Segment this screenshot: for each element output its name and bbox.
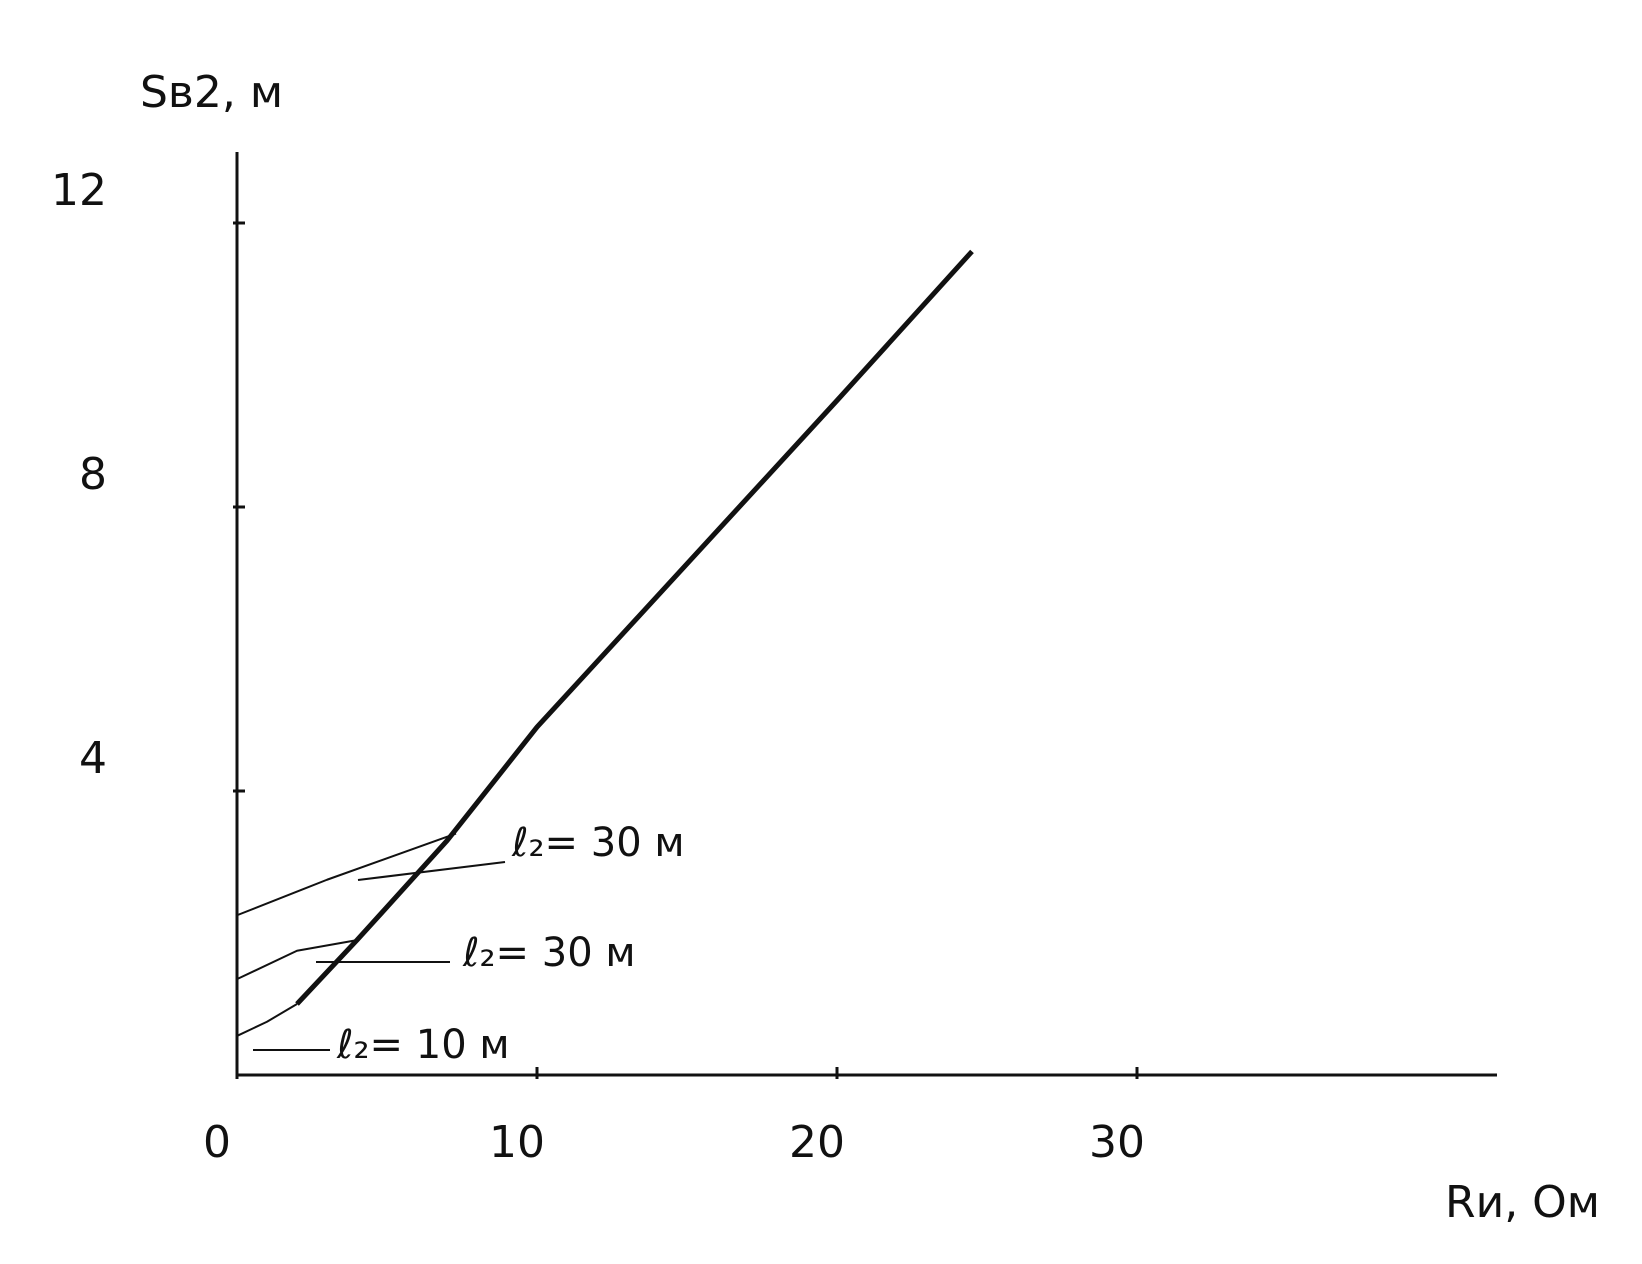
- y-tick-label: 8: [79, 449, 107, 500]
- data-line: [236, 832, 457, 917]
- series-label: ℓ₂= 30 м: [462, 930, 636, 976]
- x-tick-label: 0: [203, 1117, 231, 1168]
- data-line: [295, 249, 974, 1006]
- series-label: ℓ₂= 30 м: [511, 820, 685, 866]
- y-tick-label: 12: [51, 165, 107, 216]
- series-label: ℓ₂= 10 м: [336, 1022, 510, 1068]
- x-tick-label: 30: [1089, 1117, 1145, 1168]
- y-axis-title: Sв2, м: [140, 67, 283, 118]
- data-line: [236, 1003, 298, 1037]
- x-tick-label: 20: [789, 1117, 845, 1168]
- x-axis-title: Rи, Ом: [1445, 1177, 1600, 1228]
- x-tick-label: 10: [489, 1117, 545, 1168]
- y-tick-label: 4: [79, 733, 107, 784]
- data-line: [236, 939, 358, 981]
- leader-line: [357, 861, 506, 881]
